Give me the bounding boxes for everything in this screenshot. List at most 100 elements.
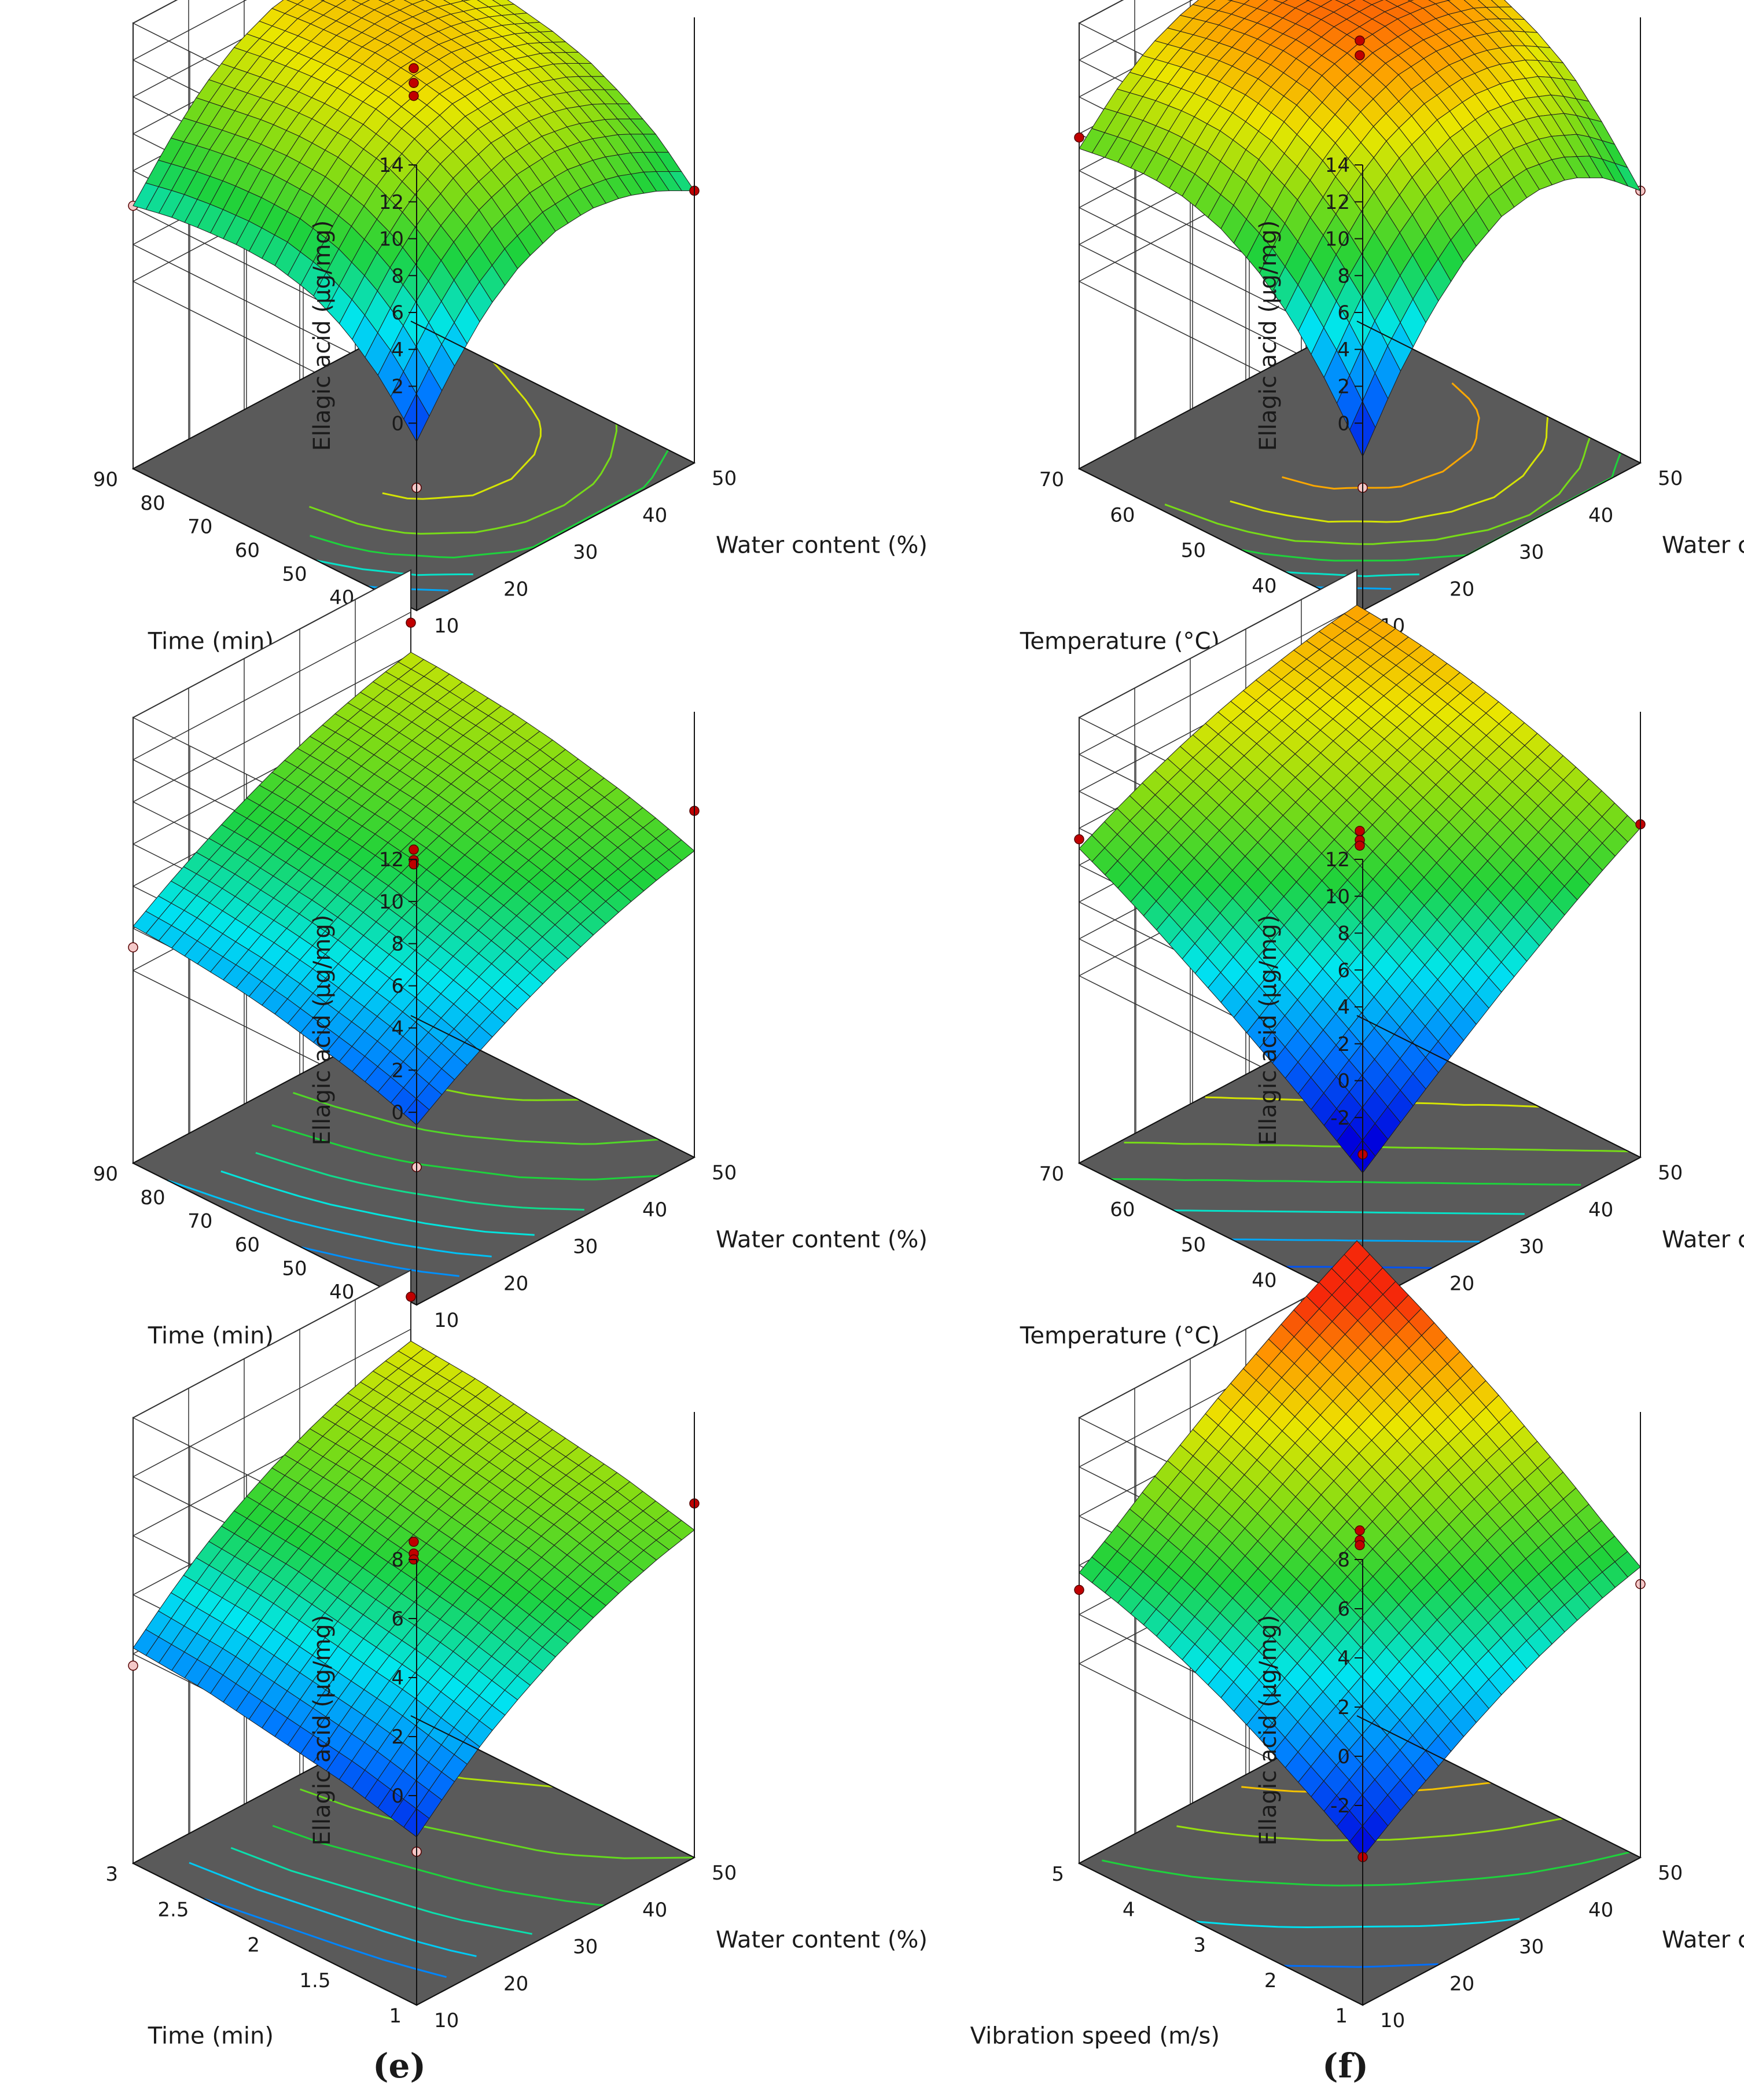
y-tick-label: 5	[1051, 1863, 1064, 1886]
floor-edge	[1079, 1863, 1363, 2006]
z-axis-label: Ellagic acid (µg/mg)	[1255, 1615, 1282, 1846]
panel-label: (e)	[373, 2046, 426, 2086]
design-point	[1355, 1540, 1365, 1550]
z-tick-label: 2	[1337, 1696, 1350, 1719]
x-tick-label: 20	[503, 578, 528, 601]
y-tick-label: 3	[1193, 1934, 1206, 1957]
x-axis-label: Water content (%)	[716, 1927, 928, 1954]
response-surface	[133, 652, 695, 1126]
contour-line	[271, 1124, 660, 1180]
y-tick-label: 1	[389, 2005, 402, 2028]
floor-edge	[1356, 1015, 1641, 1158]
x-tick-label: 40	[1588, 1198, 1613, 1222]
y-tick-label: 90	[93, 1163, 118, 1186]
z-tick-label: 0	[1337, 1745, 1350, 1768]
x-tick-label: 20	[503, 1972, 528, 1995]
x-axis-label: Water content (%)	[716, 532, 928, 559]
z-tick-label: 10	[1325, 228, 1350, 251]
contour-line	[1286, 571, 1419, 578]
design-point	[409, 1536, 419, 1547]
y-tick-label: 50	[1181, 1234, 1206, 1257]
z-tick-label: 8	[1337, 922, 1350, 946]
floor-edge	[1356, 1715, 1641, 1858]
design-point	[1074, 834, 1084, 845]
floor-edge	[416, 1157, 695, 1305]
design-point	[1074, 1584, 1084, 1595]
design-point	[1355, 1525, 1365, 1536]
contour-line	[1230, 416, 1549, 523]
z-tick-label: 8	[391, 264, 404, 288]
z-tick-label: 4	[391, 339, 404, 362]
z-tick-label: 0	[391, 1785, 404, 1808]
design-point	[128, 942, 138, 952]
x-tick-label: 30	[573, 1936, 598, 1959]
x-axis-label: Water content (%)	[1662, 1227, 1744, 1253]
z-tick-label: 10	[379, 228, 404, 251]
x-tick-label: 10	[434, 615, 459, 638]
x-tick-label: 10	[434, 2009, 459, 2032]
y-axis-label: Temperature (°C)	[1020, 1323, 1220, 1349]
x-tick-label: 50	[1658, 1862, 1683, 1885]
floor-edge	[1079, 1163, 1363, 1305]
z-tick-label: 8	[391, 1549, 404, 1572]
box-edges	[1079, 1412, 1641, 2006]
x-tick-label: 30	[1519, 541, 1544, 564]
y-tick-label: 3	[105, 1863, 118, 1886]
y-axis-label: Time (min)	[148, 1323, 274, 1349]
z-tick-label: 10	[1325, 885, 1350, 909]
x-axis-label: Water content (%)	[716, 1227, 928, 1253]
design-point	[1355, 840, 1365, 851]
z-axis-label: Ellagic acid (µg/mg)	[309, 915, 336, 1146]
z-tick-label: 12	[1325, 848, 1350, 871]
y-axis-label: Temperature (°C)	[1020, 628, 1220, 655]
z-tick-label: 6	[391, 975, 404, 998]
y-tick-label: 70	[1039, 1163, 1064, 1186]
z-tick-label: 12	[1325, 191, 1350, 214]
contour-line	[189, 1862, 477, 1958]
y-tick-label: 60	[1110, 503, 1135, 527]
z-axis-label: Ellagic acid (µg/mg)	[1255, 220, 1282, 451]
x-tick-label: 30	[573, 1235, 598, 1259]
contour-line	[1283, 1963, 1438, 1968]
chart-panel-a: 02468101214102030405030405060708090Water…	[93, 0, 928, 691]
z-tick-label: -2	[1330, 1106, 1350, 1130]
y-tick-label: 90	[93, 468, 118, 491]
contour-line	[220, 1170, 535, 1236]
floor-edge	[416, 462, 695, 611]
contour-line	[309, 424, 618, 535]
z-tick-label: 2	[391, 1726, 404, 1749]
surface-cell	[1273, 0, 1288, 3]
z-tick-label: 10	[379, 891, 404, 914]
z-tick-label: 12	[379, 191, 404, 214]
response-surface	[1079, 1240, 1641, 1858]
y-tick-label: 80	[140, 1186, 165, 1209]
x-tick-label: 50	[1658, 1161, 1683, 1185]
floor-edge	[410, 321, 695, 464]
z-axis-label: Ellagic acid (µg/mg)	[1255, 915, 1282, 1146]
chart-panel-b: 0246810121410203040503040506070Water con…	[1020, 0, 1744, 691]
z-tick-label: 6	[1337, 959, 1350, 982]
design-point	[409, 90, 419, 101]
contour-line	[310, 449, 669, 559]
y-tick-label: 2	[247, 1934, 260, 1957]
floor-edge	[133, 468, 417, 611]
box-edges	[133, 1412, 695, 2006]
response-surface	[133, 1340, 695, 1838]
y-tick-label: 70	[187, 516, 212, 539]
z-tick-label: 4	[391, 1017, 404, 1040]
z-tick-label: 6	[1337, 301, 1350, 325]
contour-line	[1195, 1918, 1520, 1929]
floor-edge	[1362, 1157, 1641, 1305]
design-point	[409, 844, 419, 855]
z-tick-label: 14	[379, 154, 404, 177]
design-point	[1074, 132, 1084, 143]
y-tick-label: 80	[140, 492, 165, 515]
y-axis-label: Time (min)	[148, 628, 274, 655]
x-tick-label: 40	[1588, 504, 1613, 527]
x-tick-label: 30	[573, 541, 598, 564]
y-tick-label: 60	[1110, 1198, 1135, 1221]
z-tick-label: 2	[1337, 1033, 1350, 1056]
contour-line	[1231, 1238, 1480, 1243]
z-tick-label: 8	[1337, 264, 1350, 288]
